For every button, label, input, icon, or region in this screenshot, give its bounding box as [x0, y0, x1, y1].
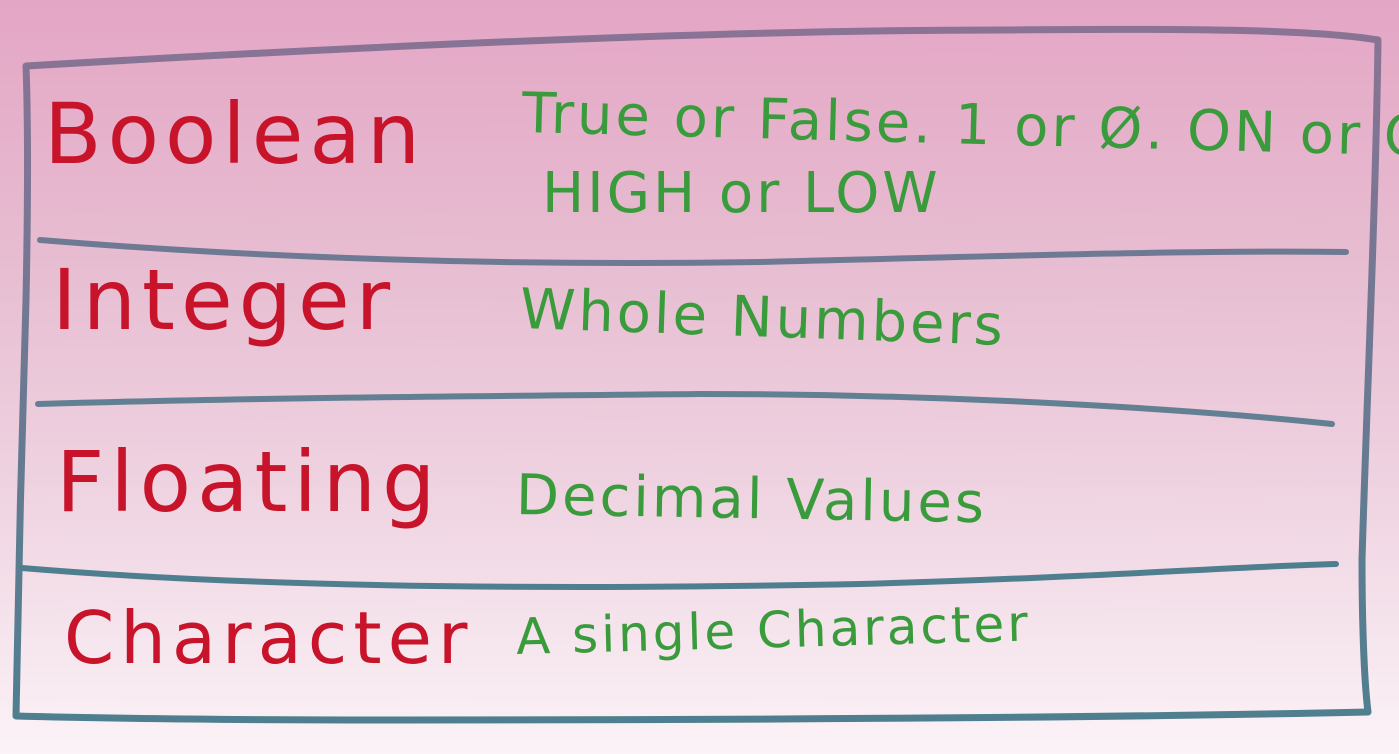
type-description-character: A single Character: [515, 594, 1032, 666]
row-divider-1: [37, 237, 1349, 267]
row-divider-3: [19, 561, 1339, 590]
type-name-integer: Integer: [52, 251, 397, 349]
type-description-boolean-line-2: HIGH or LOW: [542, 161, 941, 226]
type-description-floating: Decimal Values: [515, 463, 988, 537]
type-name-character: Character: [64, 596, 474, 680]
row-divider-2: [35, 390, 1335, 427]
type-description-integer: Whole Numbers: [518, 277, 1007, 359]
type-name-floating: Floating: [56, 433, 442, 531]
type-name-boolean: Boolean: [44, 85, 427, 183]
table-border: [12, 25, 1382, 724]
